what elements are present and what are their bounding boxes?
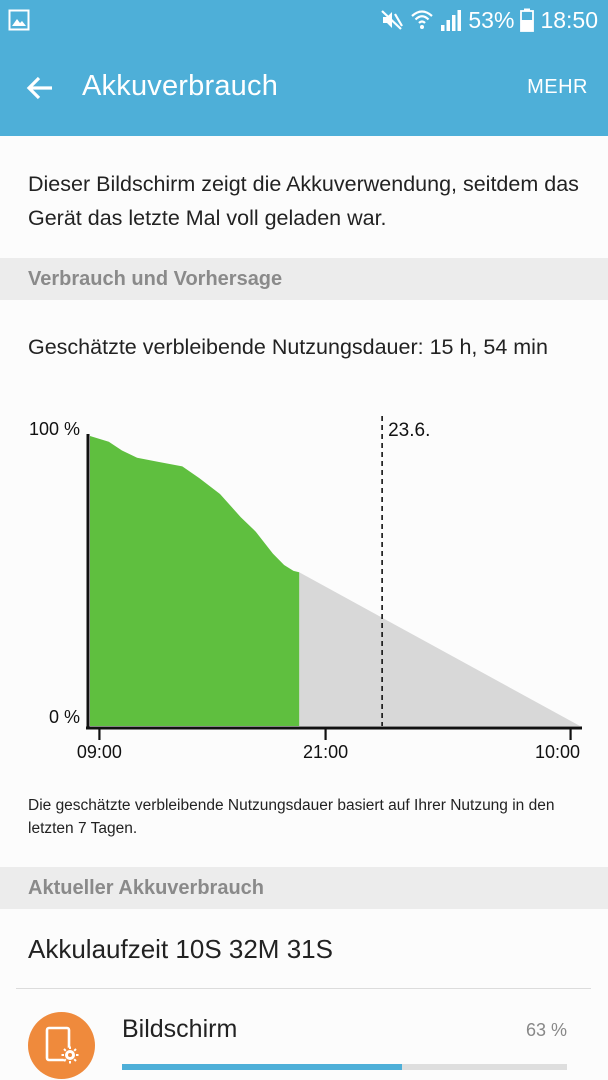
battery-runtime: Akkulaufzeit 10S 32M 31S — [28, 934, 333, 964]
battery-icon — [520, 8, 535, 32]
section-header-usage-label: Verbrauch und Vorhersage — [28, 268, 283, 290]
usage-panel: Geschätzte verbleibende Nutzungsdauer: 1… — [0, 300, 608, 867]
app-name: Bildschirm — [122, 1015, 238, 1043]
used-area — [90, 436, 300, 726]
section-header-usage: Verbrauch und Vorhersage — [0, 258, 608, 300]
y-axis-label-top: 100 % — [29, 419, 80, 439]
more-button[interactable]: MEHR — [527, 76, 588, 98]
x-axis-tick-label: 09:00 — [77, 742, 122, 762]
status-bar: 53% 18:50 — [0, 0, 608, 40]
section-header-current-label: Aktueller Akkuverbrauch — [28, 877, 265, 899]
app-icon-container — [28, 1012, 95, 1079]
divider — [16, 988, 591, 989]
remaining-time-estimate: Geschätzte verbleibende Nutzungsdauer: 1… — [28, 335, 548, 359]
signal-icon — [441, 10, 462, 31]
x-axis-tick-label: 21:00 — [303, 742, 348, 762]
estimate-basis-note: Die geschätzte verbleibende Nutzungsdaue… — [28, 797, 555, 837]
battery-chart: 23.6. 100 % 0 % 09:00 21:00 10:00 — [29, 416, 582, 762]
app-bar: Akkuverbrauch MEHR — [0, 40, 608, 136]
x-axis-ticks: 09:00 21:00 10:00 — [77, 728, 580, 762]
y-axis-label-bottom: 0 % — [49, 707, 80, 727]
arrow-left-icon — [26, 76, 52, 100]
screen-settings-icon — [45, 1026, 79, 1064]
back-button[interactable] — [16, 68, 64, 108]
x-axis-tick-label: 10:00 — [535, 742, 580, 762]
day-marker-label: 23.6. — [388, 420, 430, 441]
section-header-current: Aktueller Akkuverbrauch — [0, 867, 608, 909]
gallery-icon — [8, 9, 30, 31]
intro-panel: Dieser Bildschirm zeigt die Akkuverwendu… — [0, 136, 608, 258]
app-usage-bar — [122, 1064, 567, 1070]
app-usage-bar-fill — [122, 1064, 403, 1070]
app-usage-percent: 63 % — [525, 1020, 567, 1040]
page-title: Akkuverbrauch — [82, 70, 279, 102]
mute-icon — [381, 10, 404, 30]
current-usage-panel: Akkulaufzeit 10S 32M 31S Bildschirm 63 % — [0, 909, 608, 1080]
battery-percent: 53% — [468, 6, 515, 33]
forecast-area — [299, 572, 580, 726]
intro-text: Dieser Bildschirm zeigt die Akkuverwendu… — [28, 172, 579, 230]
wifi-icon — [411, 10, 434, 29]
app-usage-row[interactable]: Bildschirm 63 % — [0, 989, 608, 1080]
clock: 18:50 — [540, 6, 598, 33]
